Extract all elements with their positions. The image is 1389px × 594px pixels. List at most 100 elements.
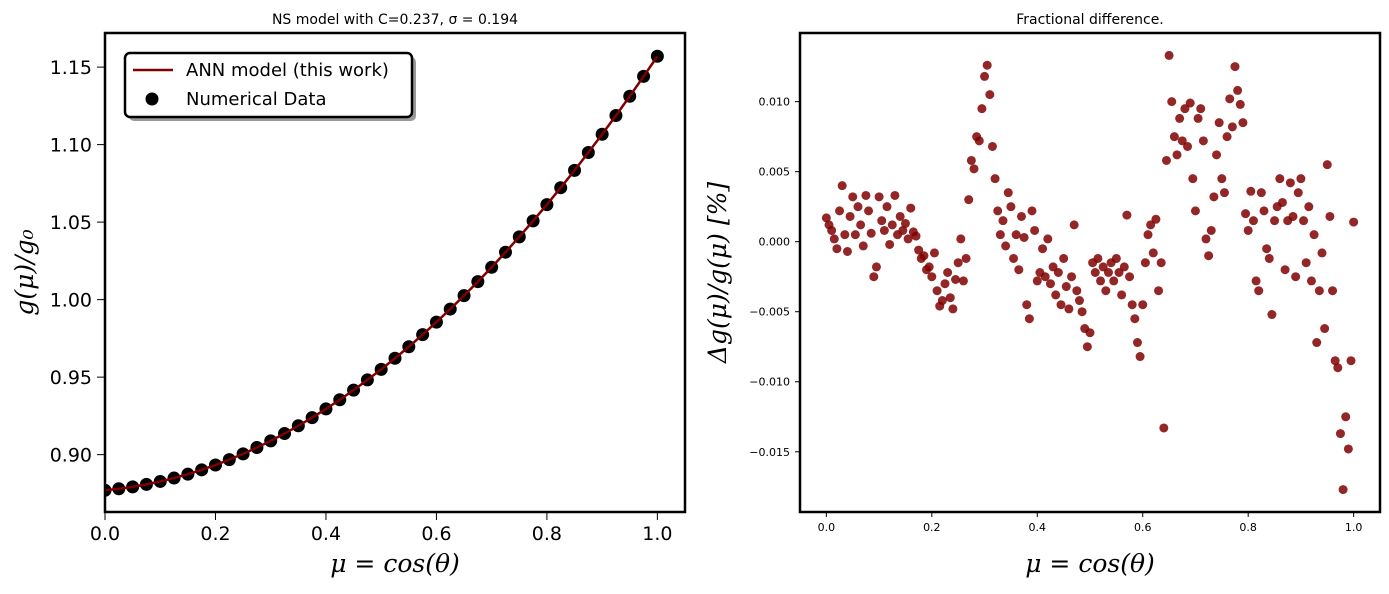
data-point [1296,174,1306,184]
data-point [1177,136,1187,146]
data-point [1264,253,1274,263]
data-point [1241,209,1251,219]
data-point [1190,206,1200,216]
data-point [1183,141,1193,151]
data-point [1293,188,1303,198]
data-point [856,220,866,230]
data-point [1038,244,1048,254]
data-point [837,181,847,191]
data-point [1032,276,1042,286]
data-point [1301,258,1311,268]
data-point [1206,225,1216,235]
data-point [1214,118,1224,128]
data-point [990,174,1000,184]
x-tick-label: 0.2 [923,521,941,534]
data-point [929,248,939,258]
data-point [1090,268,1100,277]
data-point [1338,485,1348,495]
data-point [932,286,942,296]
legend-label: Numerical Data [186,89,327,110]
data-point [1093,253,1103,263]
axes-frame [103,31,687,514]
data-point [835,206,845,216]
data-point [850,230,860,240]
data-point [1006,202,1016,212]
data-point [1040,272,1050,282]
data-point [848,192,858,202]
data-point [1164,50,1174,60]
data-point [1248,216,1258,226]
data-point [1016,211,1026,221]
data-point [1103,268,1113,277]
data-point [1277,197,1287,207]
data-point [1306,276,1316,286]
x-tick-label: 0.6 [421,523,451,545]
y-tick-label: 1.15 [50,57,92,79]
data-point [1246,186,1256,196]
data-point [948,304,958,314]
data-point [911,231,921,241]
y-tick-label: −0.010 [749,376,790,389]
data-point [1125,272,1135,282]
data-point [1349,217,1359,227]
data-point [1024,314,1034,324]
data-point [1235,99,1245,109]
data-point [1085,328,1095,338]
data-point [1172,150,1182,160]
data-point [1059,253,1069,263]
legend-marker [145,92,159,106]
data-point [885,239,895,249]
data-point [1167,97,1177,107]
x-tick-label: 0.4 [1029,521,1047,534]
data-point [987,141,997,151]
data-point [1143,230,1153,240]
data-point [1022,300,1032,310]
data-point [969,164,979,174]
data-point [977,104,987,114]
y-tick-label: 0.005 [759,166,791,179]
data-point [1072,286,1082,296]
data-point [1154,286,1164,296]
data-point [1009,253,1019,263]
data-point [943,268,953,277]
legend [123,51,414,119]
data-point [956,234,966,244]
data-point [874,192,884,202]
data-point [1217,174,1227,184]
y-tick-label: 1.05 [50,212,92,234]
data-point [1138,300,1148,310]
data-point [832,244,842,254]
chart-title: NS model with C=0.237, σ = 0.194 [272,12,518,28]
plot-area [821,50,1359,495]
data-point [1343,444,1353,454]
data-point [964,195,974,205]
data-point [1251,276,1261,286]
data-point [1117,290,1127,300]
data-point [1096,276,1106,286]
data-point [1309,230,1319,240]
data-point [1111,253,1121,263]
data-point [903,234,913,244]
data-point [1127,300,1137,310]
data-point [1098,262,1108,272]
data-point [840,230,850,240]
data-point [1322,160,1332,170]
data-point [1325,211,1335,221]
data-point [1019,232,1029,242]
data-point [1114,268,1124,277]
data-point [1056,300,1066,310]
data-point [1262,244,1272,254]
y-tick-label: 1.00 [50,290,92,312]
data-point [1185,98,1195,108]
x-tick-label: 0.8 [532,523,562,545]
data-point [1275,174,1285,184]
x-tick-label: 0.4 [311,523,341,545]
data-point [1132,338,1142,348]
y-tick-label: 0.010 [759,96,791,109]
data-point [821,213,831,223]
data-point [1256,188,1266,198]
data-point [1299,216,1309,226]
data-point [1003,188,1013,198]
data-point [879,225,889,235]
y-tick-label: 1.10 [50,135,92,157]
